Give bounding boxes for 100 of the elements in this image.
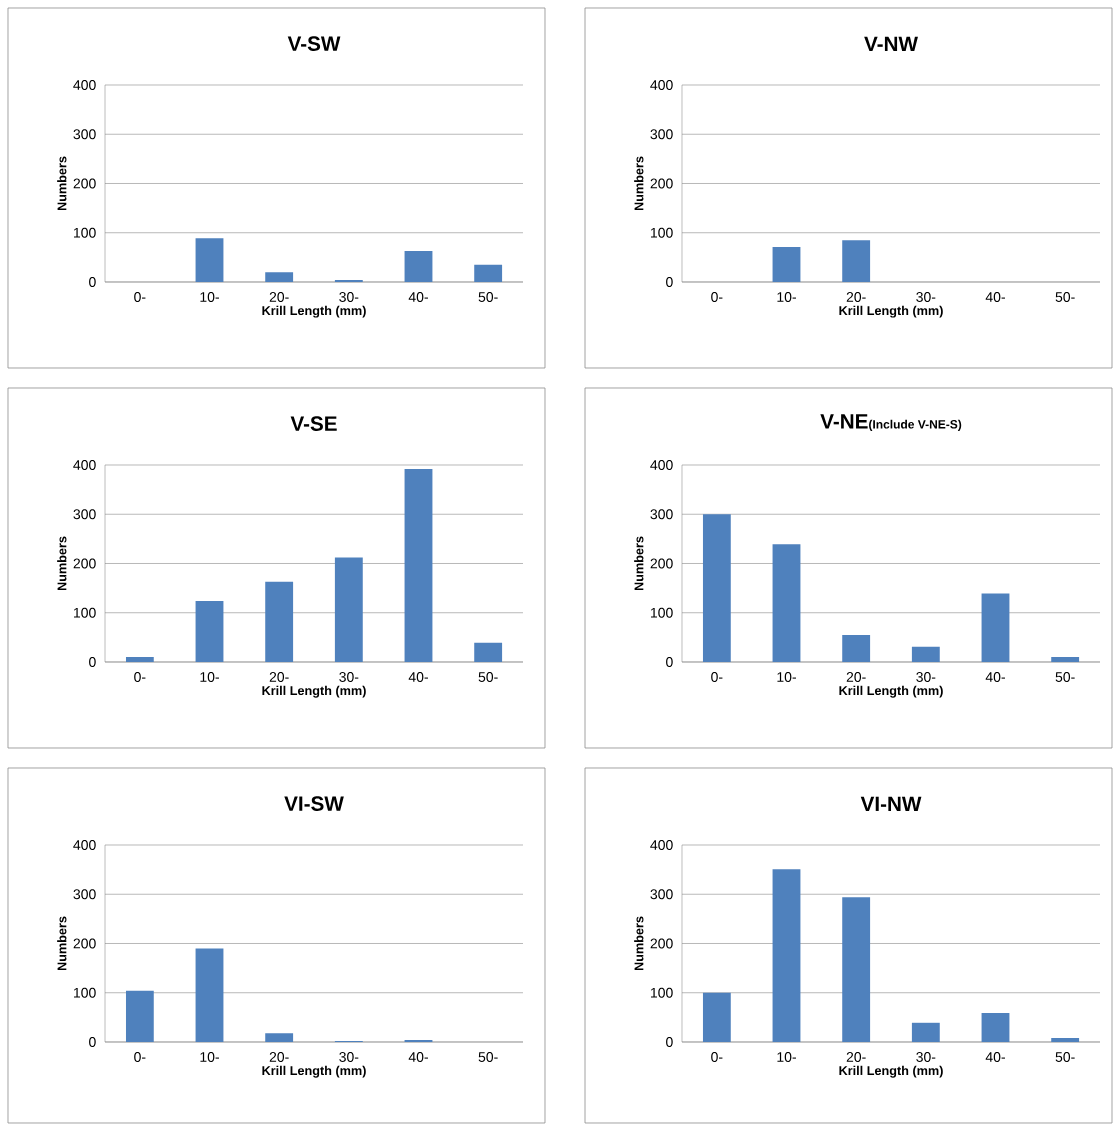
bar xyxy=(702,514,731,662)
y-tick-label: 0 xyxy=(666,277,673,287)
bar xyxy=(702,992,731,1042)
x-tick-label: 20- xyxy=(846,1052,866,1062)
bar xyxy=(265,272,294,282)
x-tick-label: 0- xyxy=(134,292,146,302)
x-tick-label: 0- xyxy=(711,1052,723,1062)
y-tick-label: 100 xyxy=(651,227,673,238)
chart-title: V-SE xyxy=(290,416,337,431)
x-tick-label: 0- xyxy=(711,292,723,302)
x-tick-label: 10- xyxy=(777,292,796,302)
x-tick-label: 20- xyxy=(269,1052,289,1062)
x-tick-label: 10- xyxy=(200,1052,219,1062)
chart-subtitle: (Include V-NE-S) xyxy=(869,419,962,431)
y-tick-label: 400 xyxy=(650,80,673,90)
x-axis-title: Krill Length (mm) xyxy=(839,305,943,318)
y-tick-label: 300 xyxy=(73,889,96,900)
y-tick-label: 300 xyxy=(73,129,96,140)
x-tick-label: 0- xyxy=(134,672,146,682)
bar xyxy=(1051,1038,1080,1042)
y-tick-label: 200 xyxy=(73,938,96,949)
x-tick-label: 0- xyxy=(134,1052,146,1062)
y-tick-label: 400 xyxy=(73,840,96,850)
y-tick-label: 200 xyxy=(650,938,673,949)
chart-title: VI-NW xyxy=(860,796,922,811)
bar xyxy=(772,869,801,1042)
y-tick-label: 100 xyxy=(74,227,96,238)
x-tick-label: 30- xyxy=(916,1052,936,1062)
x-tick-label: 10- xyxy=(777,1052,796,1062)
bar xyxy=(842,897,871,1042)
x-tick-label: 40- xyxy=(985,672,1005,682)
y-tick-label: 100 xyxy=(74,987,96,998)
bar xyxy=(404,468,433,662)
bar xyxy=(195,948,224,1042)
bar xyxy=(1051,657,1080,662)
x-tick-label: 20- xyxy=(269,292,289,302)
x-tick-label: 30- xyxy=(916,292,936,302)
y-tick-label: 400 xyxy=(73,460,96,470)
y-axis-title: Numbers xyxy=(634,916,644,971)
x-tick-label: 30- xyxy=(339,292,359,302)
y-axis-title: Numbers xyxy=(634,156,644,211)
y-tick-label: 0 xyxy=(89,277,96,287)
bar xyxy=(842,634,871,662)
bar xyxy=(981,593,1010,662)
x-tick-label: 10- xyxy=(777,672,796,682)
bar xyxy=(981,1012,1010,1042)
x-tick-label: 40- xyxy=(985,1052,1005,1062)
x-tick-label: 10- xyxy=(200,292,219,302)
y-tick-label: 300 xyxy=(650,509,673,520)
bar xyxy=(195,238,224,282)
y-tick-label: 400 xyxy=(650,460,673,470)
x-axis-title: Krill Length (mm) xyxy=(839,1065,943,1078)
bar xyxy=(265,1033,294,1042)
x-axis-title: Krill Length (mm) xyxy=(262,685,366,698)
chart-title: VI-SW xyxy=(284,796,344,811)
bar xyxy=(404,250,433,282)
x-tick-label: 40- xyxy=(985,292,1005,302)
bar xyxy=(195,600,224,662)
y-tick-label: 200 xyxy=(650,178,673,189)
chart-title: V-NE xyxy=(820,414,868,429)
y-tick-label: 400 xyxy=(650,840,673,850)
x-tick-label: 20- xyxy=(269,672,289,682)
y-axis-title: Numbers xyxy=(57,156,67,211)
x-tick-label: 40- xyxy=(408,292,428,302)
x-tick-label: 30- xyxy=(339,1052,359,1062)
bar xyxy=(125,657,154,662)
bar xyxy=(265,581,294,662)
x-tick-label: 10- xyxy=(200,672,219,682)
x-tick-label: 20- xyxy=(846,672,866,682)
bar xyxy=(334,557,363,662)
x-axis-title: Krill Length (mm) xyxy=(839,685,943,698)
x-tick-label: 50- xyxy=(1055,1052,1075,1062)
x-tick-label: 50- xyxy=(1055,672,1075,682)
x-tick-label: 50- xyxy=(1055,292,1075,302)
y-tick-label: 200 xyxy=(73,558,96,569)
x-axis-title: Krill Length (mm) xyxy=(262,1065,366,1078)
bar xyxy=(474,642,503,662)
bar xyxy=(474,264,503,282)
x-tick-label: 30- xyxy=(339,672,359,682)
bar xyxy=(772,544,801,662)
x-tick-label: 40- xyxy=(408,1052,428,1062)
x-tick-label: 0- xyxy=(711,672,723,682)
y-tick-label: 300 xyxy=(650,889,673,900)
chart-title: V-NW xyxy=(864,36,918,51)
bar xyxy=(125,990,154,1042)
y-tick-label: 0 xyxy=(666,657,673,667)
y-tick-label: 300 xyxy=(650,129,673,140)
x-tick-label: 50- xyxy=(478,672,498,682)
x-tick-label: 50- xyxy=(478,292,498,302)
bar xyxy=(911,646,940,662)
y-axis-title: Numbers xyxy=(634,536,644,591)
y-axis-title: Numbers xyxy=(57,536,67,591)
y-tick-label: 200 xyxy=(650,558,673,569)
x-tick-label: 50- xyxy=(478,1052,498,1062)
y-tick-label: 0 xyxy=(666,1037,673,1047)
x-tick-label: 30- xyxy=(916,672,936,682)
chart-title: V-SW xyxy=(287,36,341,51)
x-tick-label: 20- xyxy=(846,292,866,302)
y-tick-label: 0 xyxy=(89,1037,96,1047)
y-tick-label: 200 xyxy=(73,178,96,189)
